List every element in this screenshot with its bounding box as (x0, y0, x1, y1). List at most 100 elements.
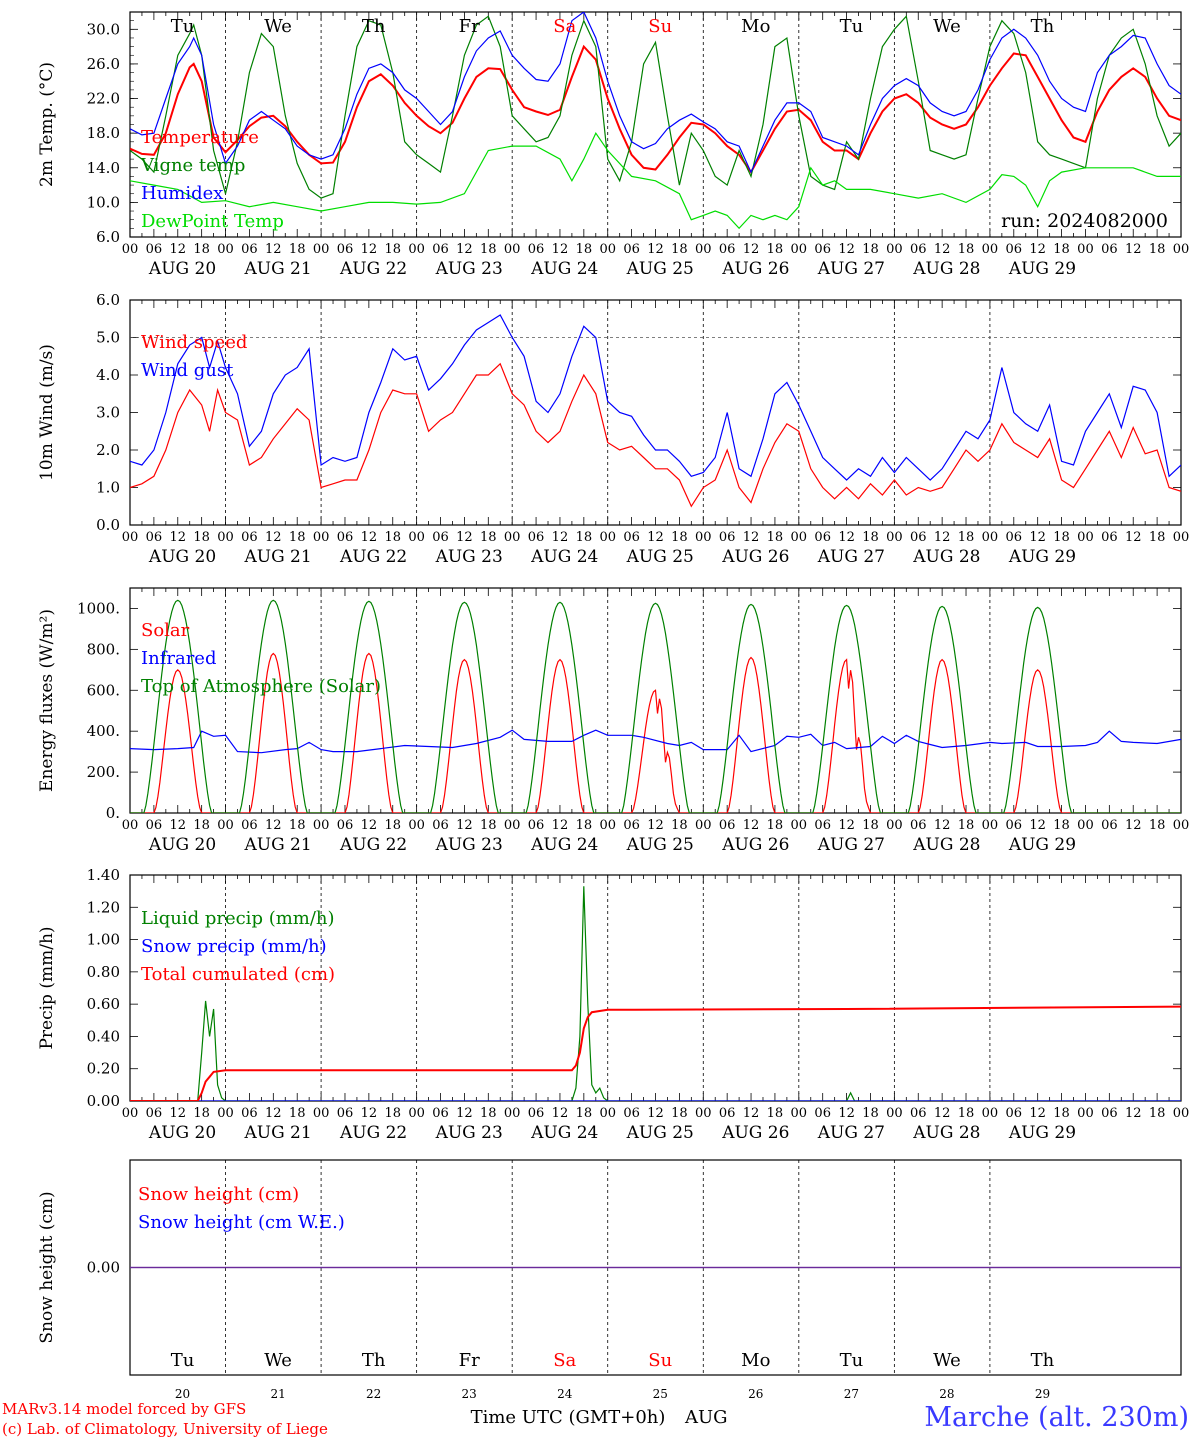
credit-line-1: MARv3.14 model forced by GFS (2, 1400, 246, 1418)
date-label: AUG 24 (530, 835, 598, 855)
hour-tick-label: 18 (576, 242, 593, 257)
hour-tick-label: 00 (122, 242, 139, 257)
hour-tick-label: 06 (910, 530, 927, 545)
legend-entry: Wind gust (141, 360, 234, 381)
date-label: AUG 24 (530, 259, 598, 279)
hour-tick-label: 18 (1149, 818, 1166, 833)
hour-tick-label: 00 (1173, 1106, 1190, 1121)
hour-tick-label: 12 (743, 242, 760, 257)
date-label: AUG 26 (721, 835, 789, 855)
hour-tick-label: 06 (1101, 1106, 1118, 1121)
y-tick-label: 0. (106, 804, 120, 822)
hour-tick-label: 18 (193, 818, 210, 833)
date-label: AUG 24 (530, 1123, 598, 1143)
weekday-label-bottom: Su (648, 1350, 672, 1371)
day-number-label: 27 (844, 1387, 859, 1401)
hour-tick-label: 00 (504, 1106, 521, 1121)
hour-tick-label: 06 (337, 530, 354, 545)
hour-tick-label: 18 (767, 242, 784, 257)
y-tick-label: 200. (87, 763, 120, 781)
hour-tick-label: 00 (1173, 242, 1190, 257)
hour-tick-label: 06 (719, 530, 736, 545)
hour-tick-label: 00 (1077, 530, 1094, 545)
hour-tick-label: 18 (1053, 242, 1070, 257)
date-label: AUG 23 (435, 547, 503, 567)
weekday-label-top: Th (362, 16, 386, 37)
legend-entry: Snow height (cm) (138, 1184, 299, 1205)
hour-tick-label: 12 (265, 530, 282, 545)
hour-tick-label: 00 (791, 242, 808, 257)
hour-tick-label: 12 (361, 1106, 378, 1121)
hour-tick-label: 18 (767, 530, 784, 545)
hour-tick-label: 18 (958, 818, 975, 833)
hour-tick-label: 12 (552, 242, 569, 257)
hour-tick-label: 06 (241, 530, 258, 545)
hour-tick-label: 06 (623, 818, 640, 833)
hour-tick-label: 00 (982, 1106, 999, 1121)
hour-tick-label: 00 (217, 1106, 234, 1121)
date-label: AUG 21 (243, 835, 311, 855)
hour-tick-label: 12 (169, 242, 186, 257)
hour-tick-label: 00 (1077, 242, 1094, 257)
hour-tick-label: 06 (241, 1106, 258, 1121)
date-label: AUG 27 (817, 1123, 885, 1143)
hour-tick-label: 18 (384, 1106, 401, 1121)
weekday-label-bottom: We (264, 1350, 292, 1371)
legend-entry: Temperature (141, 127, 259, 148)
weekday-label-top: Mo (741, 16, 770, 37)
date-label: AUG 27 (817, 835, 885, 855)
y-tick-label: 0.20 (87, 1060, 120, 1078)
day-number-label: 28 (939, 1387, 954, 1401)
hour-tick-label: 12 (1125, 242, 1142, 257)
hour-tick-label: 00 (313, 818, 330, 833)
date-label: AUG 24 (530, 547, 598, 567)
hour-tick-label: 06 (910, 818, 927, 833)
y-axis-label: 2m Temp. (°C) (37, 62, 57, 187)
y-tick-label: 6.0 (96, 228, 120, 246)
hour-tick-label: 12 (1029, 242, 1046, 257)
hour-tick-label: 12 (934, 818, 951, 833)
hour-tick-label: 12 (265, 1106, 282, 1121)
series-group (130, 314, 1181, 508)
hour-tick-label: 12 (838, 242, 855, 257)
hour-tick-label: 18 (576, 1106, 593, 1121)
hour-tick-label: 06 (910, 1106, 927, 1121)
date-label: AUG 20 (148, 547, 216, 567)
hour-tick-label: 00 (695, 530, 712, 545)
hour-tick-label: 06 (337, 818, 354, 833)
hour-tick-label: 12 (1125, 818, 1142, 833)
series-line-infrared (130, 729, 1181, 754)
hour-tick-label: 00 (982, 530, 999, 545)
y-tick-label: 1000. (77, 599, 120, 617)
hour-tick-label: 06 (814, 242, 831, 257)
date-label: AUG 20 (148, 259, 216, 279)
hour-tick-label: 18 (384, 818, 401, 833)
hour-tick-label: 18 (480, 818, 497, 833)
hour-tick-label: 12 (647, 530, 664, 545)
hour-tick-label: 00 (408, 242, 425, 257)
hour-tick-label: 18 (862, 1106, 879, 1121)
chart-panel-4: 00 06 12 18 00 06 12 18 00 06 12 18 00 06 12 18 00 06 12 18… (37, 866, 1189, 1143)
chart-panel-5: 0.00 Snow height (cm) Snow height (cm) Snow… (37, 1159, 1182, 1376)
hour-tick-label: 18 (289, 1106, 306, 1121)
legend-entry: Liquid precip (mm/h) (141, 908, 335, 929)
station-label: Marche (alt. 230m) (924, 1402, 1189, 1433)
hour-tick-label: 00 (599, 242, 616, 257)
weekday-label-top: We (264, 16, 292, 37)
series-group (130, 599, 1181, 813)
hour-tick-label: 12 (552, 530, 569, 545)
series-group (130, 886, 1181, 1101)
y-tick-label: 0.60 (87, 995, 120, 1013)
hour-tick-label: 06 (1006, 242, 1023, 257)
hour-tick-label: 06 (623, 530, 640, 545)
hour-tick-label: 00 (599, 818, 616, 833)
series-line-dewpoint-temp (130, 131, 1181, 230)
run-label: run: 2024082000 (1001, 210, 1168, 232)
y-tick-label: 14.0 (87, 159, 120, 177)
hour-tick-label: 06 (1006, 1106, 1023, 1121)
hour-tick-label: 00 (504, 818, 521, 833)
hour-tick-label: 00 (1077, 1106, 1094, 1121)
hour-tick-label: 00 (408, 818, 425, 833)
y-tick-label: 18.0 (87, 124, 120, 142)
hour-tick-label: 00 (886, 818, 903, 833)
